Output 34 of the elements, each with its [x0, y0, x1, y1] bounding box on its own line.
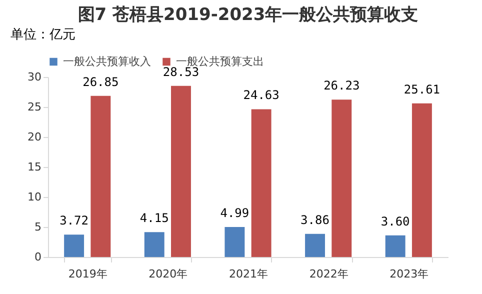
y-tick-label: 5	[34, 220, 42, 234]
legend-label: 一般公共预算收入	[63, 54, 151, 68]
data-label: 24.63	[243, 88, 280, 102]
data-label: 3.86	[300, 212, 330, 227]
y-tick-label: 0	[34, 250, 42, 264]
bar	[64, 234, 84, 257]
x-tick-label: 2019年	[68, 268, 108, 280]
data-label: 4.15	[140, 211, 169, 226]
data-label: 25.61	[404, 82, 440, 96]
y-tick-label: 15	[28, 160, 42, 174]
x-tick-label: 2020年	[148, 268, 188, 280]
data-label: 26.85	[82, 74, 119, 89]
data-label: 4.99	[220, 206, 250, 220]
y-tick-label: 25	[28, 100, 42, 114]
y-tick-label: 20	[28, 130, 42, 144]
data-label: 3.72	[60, 214, 88, 228]
data-label: 26.23	[324, 78, 360, 93]
x-tick-label: 2023年	[390, 268, 429, 280]
y-axis-title: 单位：亿元	[10, 28, 76, 42]
bar	[251, 109, 272, 257]
y-tick-label: 30	[28, 70, 42, 84]
bar	[332, 100, 352, 257]
x-tick-label: 2021年	[229, 268, 268, 280]
bar	[90, 96, 111, 257]
data-label: 3.60	[380, 214, 410, 228]
bar	[412, 103, 432, 257]
chart-title: 图7 苍梧县2019-2023年一般公共预算收支	[78, 5, 418, 25]
bar	[305, 234, 325, 257]
bar	[144, 232, 164, 257]
bar	[171, 86, 191, 257]
bar	[224, 227, 245, 257]
bar	[385, 235, 406, 257]
x-tick-label: 2022年	[309, 268, 348, 280]
y-tick-label: 10	[28, 190, 42, 204]
